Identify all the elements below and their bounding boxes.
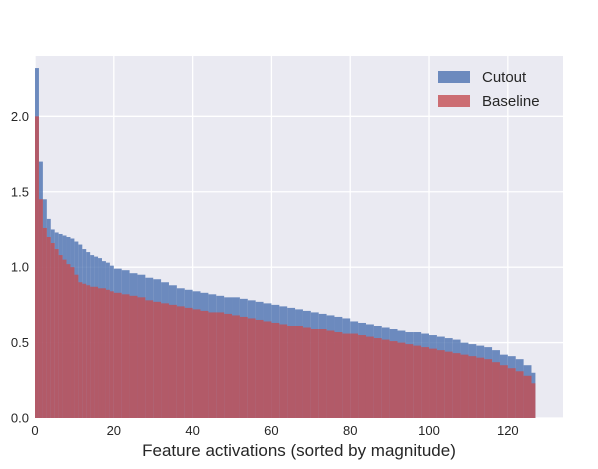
baseline-bar-17 bbox=[101, 288, 106, 418]
baseline-bar-27 bbox=[168, 304, 177, 418]
y-tick-labels: 0.0 0.5 1.0 1.5 2.0 bbox=[11, 109, 29, 426]
baseline-bar-25 bbox=[153, 301, 162, 418]
baseline-bar-33 bbox=[216, 312, 225, 418]
x-tick-label-5: 100 bbox=[418, 423, 440, 438]
baseline-bar-51 bbox=[358, 335, 366, 418]
baseline-bar-54 bbox=[381, 339, 390, 418]
y-tick-label-3: 1.5 bbox=[11, 184, 29, 199]
baseline-bar-39 bbox=[263, 321, 272, 418]
legend-swatch-baseline bbox=[438, 95, 470, 107]
baseline-bar-18 bbox=[105, 289, 110, 418]
baseline-bar-6 bbox=[58, 255, 63, 418]
baseline-bar-66 bbox=[476, 357, 485, 418]
baseline-bar-65 bbox=[468, 356, 477, 418]
baseline-bar-19 bbox=[109, 291, 114, 418]
baseline-bar-55 bbox=[389, 341, 398, 418]
baseline-bar-57 bbox=[405, 344, 414, 418]
baseline-bar-16 bbox=[98, 288, 102, 418]
baseline-bar-23 bbox=[137, 297, 146, 418]
baseline-bar-4 bbox=[50, 243, 55, 418]
baseline-bar-53 bbox=[373, 338, 382, 418]
baseline-bar-32 bbox=[208, 312, 217, 418]
baseline-bar-48 bbox=[334, 332, 343, 418]
baseline-bar-49 bbox=[342, 333, 351, 418]
legend-label-baseline: Baseline bbox=[482, 93, 540, 110]
baseline-bar-5 bbox=[54, 249, 59, 418]
x-tick-label-4: 80 bbox=[343, 423, 357, 438]
baseline-bar-35 bbox=[232, 315, 240, 418]
baseline-bar-24 bbox=[145, 300, 154, 418]
baseline-bar-59 bbox=[421, 347, 430, 418]
baseline-bar-44 bbox=[302, 327, 311, 418]
baseline-bar-12 bbox=[82, 283, 87, 418]
baseline-bar-61 bbox=[436, 350, 445, 418]
x-tick-label-1: 20 bbox=[107, 423, 121, 438]
baseline-bar-31 bbox=[200, 310, 209, 418]
baseline-bar-14 bbox=[90, 286, 95, 418]
baseline-bar-3 bbox=[46, 237, 51, 418]
baseline-bar-37 bbox=[247, 318, 256, 418]
baseline-bar-2 bbox=[42, 227, 47, 418]
y-tick-label-4: 2.0 bbox=[11, 109, 29, 124]
x-tick-label-6: 120 bbox=[497, 423, 519, 438]
baseline-bar-1 bbox=[38, 199, 43, 418]
baseline-bar-0 bbox=[35, 116, 39, 418]
baseline-bar-7 bbox=[62, 259, 67, 418]
baseline-bar-73 bbox=[531, 383, 536, 418]
baseline-bar-30 bbox=[192, 309, 201, 418]
baseline-bar-20 bbox=[113, 292, 122, 418]
baseline-bar-43 bbox=[295, 325, 303, 418]
baseline-bar-62 bbox=[444, 351, 453, 418]
baseline-bar-42 bbox=[287, 325, 296, 418]
baseline-bar-63 bbox=[452, 353, 461, 418]
baseline-bar-28 bbox=[176, 306, 185, 418]
baseline-bar-9 bbox=[70, 267, 75, 418]
baseline-bar-38 bbox=[255, 319, 264, 418]
y-tick-label-2: 1.0 bbox=[11, 260, 29, 275]
baseline-bars bbox=[35, 116, 536, 418]
baseline-bar-50 bbox=[350, 333, 359, 418]
baseline-bar-67 bbox=[484, 359, 493, 418]
x-tick-labels: 0 20 40 60 80 100 120 bbox=[31, 423, 518, 438]
baseline-bar-70 bbox=[507, 368, 516, 418]
baseline-bar-26 bbox=[161, 303, 169, 418]
baseline-bar-68 bbox=[492, 362, 500, 418]
baseline-bar-21 bbox=[121, 294, 130, 418]
baseline-bar-56 bbox=[397, 342, 406, 418]
baseline-bar-10 bbox=[74, 274, 79, 418]
x-tick-label-2: 40 bbox=[185, 423, 199, 438]
baseline-bar-29 bbox=[184, 307, 193, 418]
x-tick-label-0: 0 bbox=[31, 423, 38, 438]
baseline-bar-45 bbox=[310, 329, 319, 418]
baseline-bar-52 bbox=[365, 336, 374, 418]
baseline-bar-34 bbox=[224, 313, 233, 418]
baseline-bar-40 bbox=[271, 322, 280, 418]
baseline-bar-47 bbox=[326, 330, 335, 418]
baseline-bar-64 bbox=[460, 354, 469, 418]
baseline-bar-72 bbox=[523, 375, 532, 418]
legend-label-cutout: Cutout bbox=[482, 69, 527, 86]
baseline-bar-8 bbox=[66, 264, 71, 418]
x-axis-label: Feature activations (sorted by magnitude… bbox=[142, 441, 456, 460]
legend: Cutout Baseline bbox=[438, 69, 540, 110]
baseline-bar-13 bbox=[86, 285, 91, 418]
baseline-bar-36 bbox=[239, 316, 248, 418]
x-tick-label-3: 60 bbox=[264, 423, 278, 438]
baseline-bar-11 bbox=[78, 282, 83, 418]
legend-swatch-cutout bbox=[438, 71, 470, 83]
y-tick-label-1: 0.5 bbox=[11, 335, 29, 350]
baseline-bar-22 bbox=[129, 295, 138, 418]
baseline-bar-58 bbox=[413, 345, 422, 418]
y-tick-label-0: 0.0 bbox=[11, 411, 29, 426]
baseline-bar-60 bbox=[429, 348, 437, 418]
baseline-bar-69 bbox=[499, 365, 508, 418]
baseline-bar-15 bbox=[94, 286, 99, 418]
baseline-bar-41 bbox=[279, 324, 288, 418]
baseline-bar-71 bbox=[515, 371, 524, 418]
baseline-bar-46 bbox=[318, 329, 327, 418]
